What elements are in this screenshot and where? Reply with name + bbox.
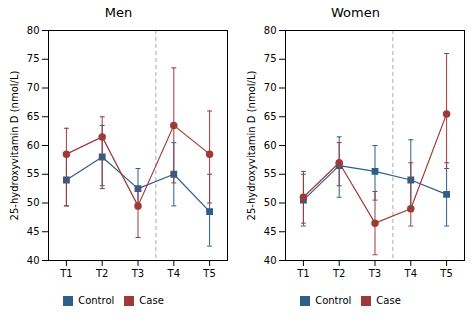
svg-text:T2: T2 bbox=[332, 268, 345, 279]
svg-text:75: 75 bbox=[264, 53, 277, 64]
html-text:Control: Control bbox=[315, 295, 352, 306]
svg-text:60: 60 bbox=[264, 140, 277, 151]
svg-text:80: 80 bbox=[264, 25, 277, 36]
svg-text:40: 40 bbox=[264, 255, 277, 266]
svg-text:T5: T5 bbox=[202, 268, 215, 279]
svg-text:25-hydroxyvitamin D (nmol/L): 25-hydroxyvitamin D (nmol/L) bbox=[9, 70, 20, 220]
html-text:Women: Women bbox=[331, 5, 380, 20]
svg-text:T1: T1 bbox=[296, 268, 309, 279]
html-text:Case: Case bbox=[139, 295, 164, 306]
svg-text:75: 75 bbox=[27, 53, 40, 64]
html-text:Men: Men bbox=[104, 5, 133, 20]
svg-text:60: 60 bbox=[27, 140, 40, 151]
svg-text:25-hydroxyvitamin D (nmol/L): 25-hydroxyvitamin D (nmol/L) bbox=[246, 70, 257, 220]
svg-text:40: 40 bbox=[27, 255, 40, 266]
svg-text:80: 80 bbox=[27, 25, 40, 36]
svg-text:70: 70 bbox=[264, 82, 277, 93]
svg-text:T3: T3 bbox=[131, 268, 144, 279]
svg-text:50: 50 bbox=[27, 197, 40, 208]
svg-text:T1: T1 bbox=[59, 268, 72, 279]
svg-text:45: 45 bbox=[27, 226, 40, 237]
html-text:Case: Case bbox=[376, 295, 401, 306]
svg-text:70: 70 bbox=[27, 82, 40, 93]
svg-text:T4: T4 bbox=[167, 268, 180, 279]
svg-text:T4: T4 bbox=[404, 268, 417, 279]
svg-text:65: 65 bbox=[27, 111, 40, 122]
svg-text:T3: T3 bbox=[368, 268, 381, 279]
svg-text:50: 50 bbox=[264, 197, 277, 208]
svg-text:T2: T2 bbox=[95, 268, 108, 279]
svg-text:45: 45 bbox=[264, 226, 277, 237]
svg-text:55: 55 bbox=[27, 168, 40, 179]
svg-text:55: 55 bbox=[264, 168, 277, 179]
svg-text:65: 65 bbox=[264, 111, 277, 122]
html-text:Control: Control bbox=[78, 295, 115, 306]
svg-text:T5: T5 bbox=[439, 268, 452, 279]
